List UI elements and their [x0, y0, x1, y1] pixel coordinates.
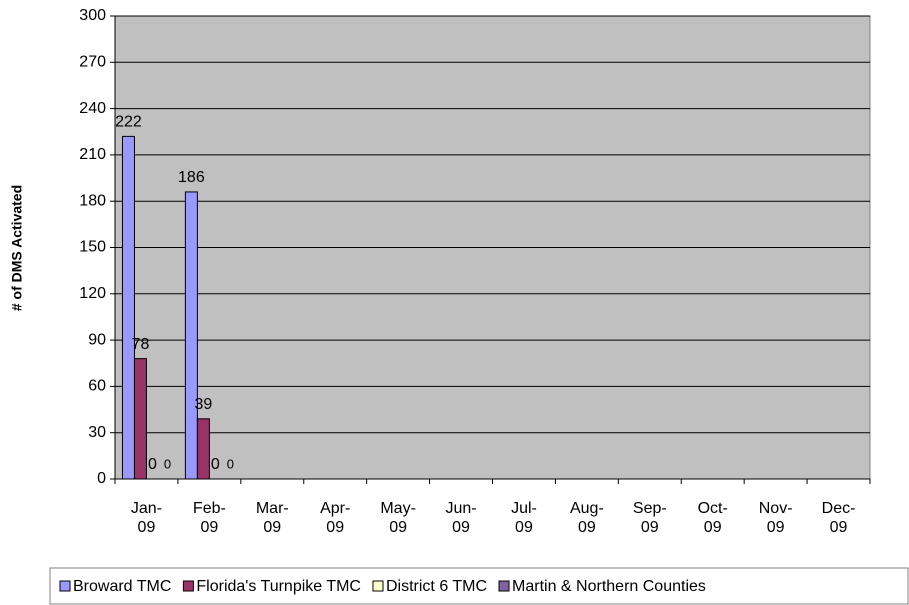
- y-tick-label: 120: [79, 285, 106, 302]
- x-tick-label-line: 09: [263, 519, 281, 536]
- x-tick-label-line: Oct-: [698, 500, 728, 517]
- legend-swatch: [372, 580, 384, 592]
- x-tick-label: Nov- 09: [759, 500, 793, 536]
- legend-swatch: [498, 580, 510, 592]
- x-tick-label: Jul- 09: [511, 500, 537, 536]
- y-tick-label: 300: [79, 7, 106, 24]
- x-tick-label: Feb- 09: [193, 500, 226, 536]
- x-tick-label-line: 09: [578, 519, 596, 536]
- bar: [196, 418, 210, 480]
- x-tick-label-line: 09: [830, 519, 848, 536]
- x-tick-label: Oct- 09: [698, 500, 728, 536]
- x-tick-label-line: Jun-: [445, 500, 476, 517]
- value-label: 0: [148, 456, 157, 473]
- x-tick-label-line: Jan-: [131, 500, 162, 517]
- y-tick-label: 180: [79, 192, 106, 209]
- x-tick-label: Sep- 09: [633, 500, 667, 536]
- bar: [184, 191, 198, 480]
- value-label: 0: [227, 456, 234, 471]
- x-tick-label-line: 09: [326, 519, 344, 536]
- x-tick-label-line: May-: [380, 500, 416, 517]
- y-tick-label: 210: [79, 146, 106, 163]
- x-tick-label-line: Apr-: [320, 500, 350, 517]
- bar: [133, 358, 147, 480]
- y-axis-label: # of DMS Activated: [9, 185, 25, 311]
- x-tick-label-line: Sep-: [633, 500, 667, 517]
- x-tick-label: Mar- 09: [256, 500, 289, 536]
- x-tick-label-line: Jul-: [511, 500, 537, 517]
- x-tick-label-line: 09: [704, 519, 722, 536]
- x-tick-label-line: 09: [138, 519, 156, 536]
- x-tick-label: Apr- 09: [320, 500, 350, 536]
- x-tick-label: Aug- 09: [570, 500, 604, 536]
- legend-label: District 6 TMC: [386, 578, 487, 595]
- value-label: 0: [164, 456, 171, 471]
- x-tick-label: Dec- 09: [822, 500, 856, 536]
- legend-label: Broward TMC: [73, 578, 171, 595]
- value-label: 222: [115, 114, 142, 131]
- bar: [121, 135, 135, 480]
- x-tick-label-line: 09: [389, 519, 407, 536]
- x-tick-label: Jan- 09: [131, 500, 162, 536]
- x-tick-label: Jun- 09: [445, 500, 476, 536]
- x-tick-label-line: Dec-: [822, 500, 856, 517]
- y-tick-label: 60: [88, 378, 106, 395]
- y-tick-label: 0: [97, 470, 106, 487]
- y-tick-label: 30: [88, 424, 106, 441]
- x-tick-label-line: Nov-: [759, 500, 793, 517]
- legend-swatch: [59, 580, 71, 592]
- y-tick-label: 240: [79, 100, 106, 117]
- value-label: 39: [194, 396, 212, 413]
- legend-swatch: [182, 580, 194, 592]
- x-tick-label-line: Feb-: [193, 500, 226, 517]
- value-label: 0: [211, 456, 220, 473]
- value-label: 78: [132, 336, 150, 353]
- y-tick-label: 90: [88, 331, 106, 348]
- x-tick-label: May- 09: [380, 500, 416, 536]
- legend-label: Florida's Turnpike TMC: [196, 578, 361, 595]
- x-tick-label-line: 09: [200, 519, 218, 536]
- x-tick-label-line: 09: [641, 519, 659, 536]
- y-tick-label: 270: [79, 54, 106, 71]
- legend-label: Martin & Northern Counties: [512, 578, 706, 595]
- y-tick-label: 150: [79, 239, 106, 256]
- x-tick-label-line: Aug-: [570, 500, 604, 517]
- value-label: 186: [178, 169, 205, 186]
- x-tick-label-line: Mar-: [256, 500, 289, 517]
- x-tick-label-line: 09: [767, 519, 785, 536]
- x-tick-label-line: 09: [452, 519, 470, 536]
- x-tick-label-line: 09: [515, 519, 533, 536]
